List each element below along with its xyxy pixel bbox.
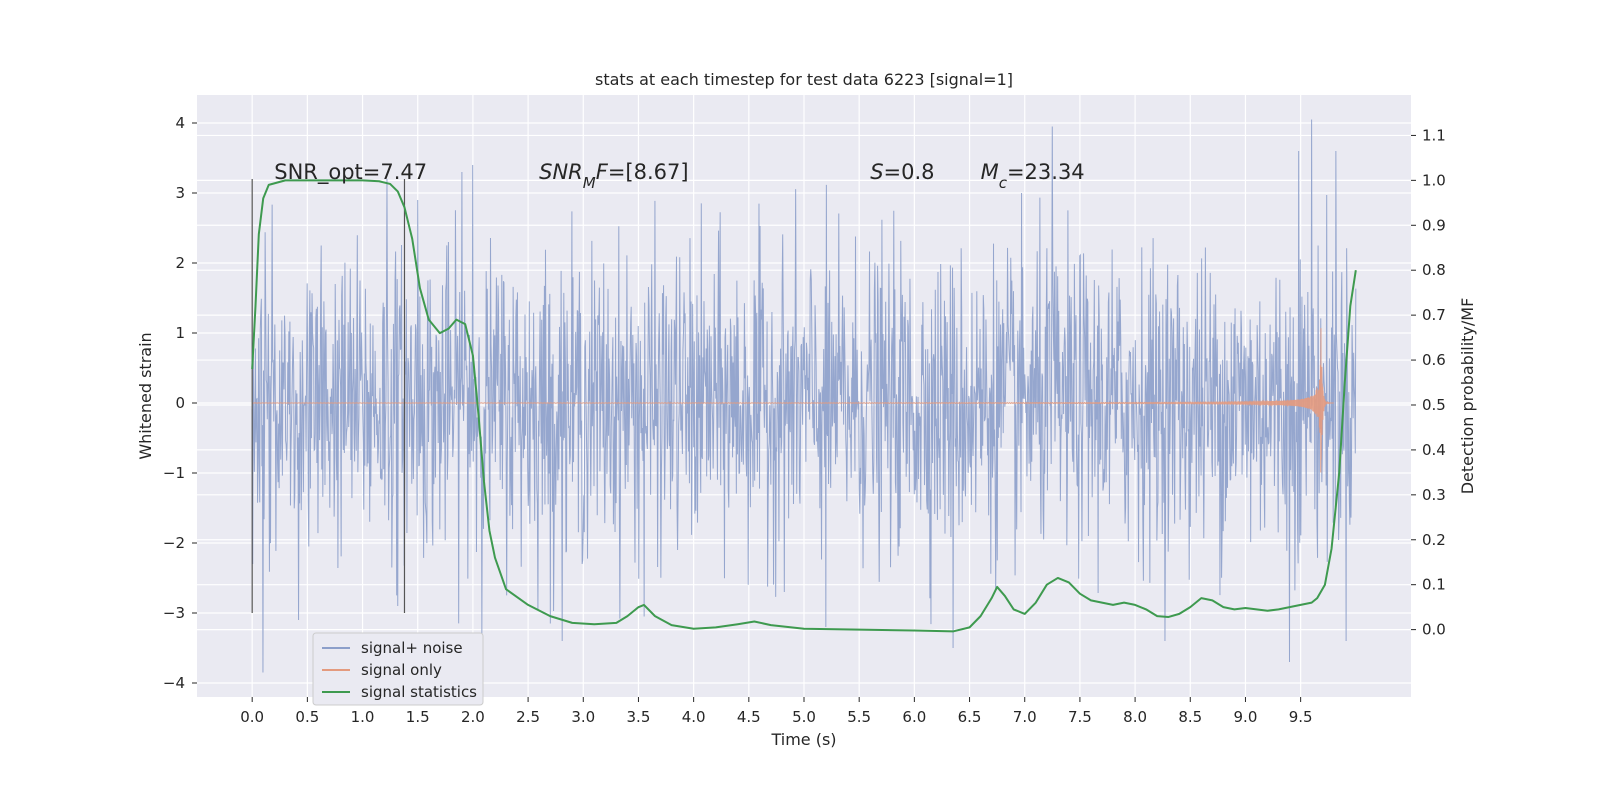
x-axis-ticks: 0.0 0.5 1.0 1.5 2.0 2.5 3.0 3.5 4.0 4.5 5.0 5.5 6.0 6…: [240, 697, 1313, 726]
y-tick-label: −1: [163, 464, 185, 482]
grid: [197, 95, 1411, 697]
y2-tick-label: 0.0: [1422, 621, 1446, 639]
signal-noise-line: [251, 119, 1357, 673]
legend-box: [312, 632, 484, 706]
chart-title: stats at each timestep for test data 622…: [595, 70, 1013, 89]
x-tick-label: 4.5: [737, 708, 761, 726]
y-tick-label: 4: [175, 114, 185, 132]
y-tick-label: 3: [175, 184, 185, 202]
signal-only-line: [252, 328, 1334, 473]
x-tick-label: 8.0: [1123, 708, 1147, 726]
y-tick-label: −4: [163, 674, 185, 692]
y2-tick-label: 0.6: [1422, 351, 1446, 369]
y2-tick-label: 0.2: [1422, 531, 1446, 549]
x-tick-label: 5.5: [847, 708, 871, 726]
x-tick-label: 6.0: [902, 708, 926, 726]
series-signal-noise: [251, 119, 1357, 673]
annotation-s: S=0.8: [870, 160, 934, 184]
x-tick-label: 0.5: [295, 708, 319, 726]
y-tick-label: −2: [163, 534, 185, 552]
annotation-snr-mf: SNRMF=[8.67]: [539, 160, 688, 192]
y2-tick-label: 0.9: [1422, 216, 1446, 234]
y2-axis-ticks: 1.1 1.0 0.9 0.8 0.7 0.6 0.5 0.4 0.3 0.2 0.1 0.0: [1411, 126, 1446, 639]
x-tick-label: 6.5: [958, 708, 982, 726]
series-signal-only: [252, 328, 1334, 473]
y2-tick-label: 1.0: [1422, 171, 1446, 189]
x-tick-label: 3.0: [571, 708, 595, 726]
y2-tick-label: 0.8: [1422, 261, 1446, 279]
series-signal-statistics: [251, 179, 1357, 633]
y2-tick-label: 0.5: [1422, 396, 1446, 414]
x-tick-label: 7.0: [1013, 708, 1037, 726]
y2-tick-label: 1.1: [1422, 126, 1446, 144]
y2-tick-label: 0.7: [1422, 306, 1446, 324]
y-tick-label: −3: [163, 604, 185, 622]
x-tick-label: 9.0: [1234, 708, 1258, 726]
x-tick-label: 9.5: [1289, 708, 1313, 726]
legend-label-signal-only: signal only: [361, 661, 442, 679]
x-tick-label: 7.5: [1068, 708, 1092, 726]
y-axis-label: Whitened strain: [136, 332, 155, 459]
y-tick-label: 2: [175, 254, 185, 272]
x-tick-label: 3.5: [627, 708, 651, 726]
x-tick-label: 8.5: [1178, 708, 1202, 726]
x-tick-label: 2.5: [516, 708, 540, 726]
x-tick-label: 0.0: [240, 708, 264, 726]
x-tick-label: 2.0: [461, 708, 485, 726]
vertical-markers: [251, 179, 406, 613]
y2-tick-label: 0.1: [1422, 576, 1446, 594]
x-tick-label: 4.0: [682, 708, 706, 726]
x-tick-label: 5.0: [792, 708, 816, 726]
y-tick-label: 0: [175, 394, 185, 412]
y-axis-ticks: 4 3 2 1 0 −1 −2 −3 −4: [163, 114, 197, 692]
x-tick-label: 1.0: [351, 708, 375, 726]
y-tick-label: 1: [175, 324, 185, 342]
signal-statistics-line: [251, 179, 1357, 633]
x-axis-label: Time (s): [770, 730, 836, 749]
legend-label-signal-noise: signal+ noise: [361, 639, 463, 657]
x-tick-label: 1.5: [406, 708, 430, 726]
y2-tick-label: 0.4: [1422, 441, 1446, 459]
annotation-mc: Mc=23.34: [981, 160, 1085, 192]
annotations: SNR_opt=7.47 SNRMF=[8.67] S=0.8 Mc=23.34: [274, 160, 1084, 192]
legend: signal+ noise signal only signal statist…: [312, 632, 484, 706]
y2-tick-label: 0.3: [1422, 486, 1446, 504]
y2-axis-label: Detection probability/MF: [1458, 298, 1477, 495]
annotation-snr-opt: SNR_opt=7.47: [274, 160, 427, 185]
legend-label-signal-statistics: signal statistics: [361, 683, 477, 701]
